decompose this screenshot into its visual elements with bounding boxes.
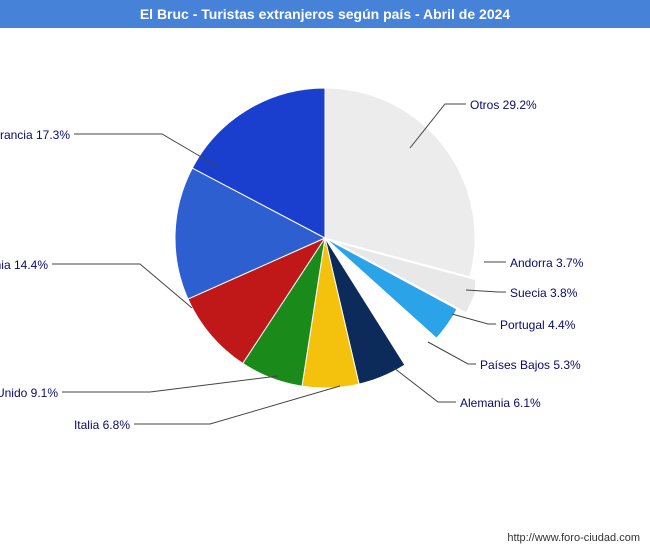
slice-label: Países Bajos 5.3% xyxy=(480,358,581,372)
chart-area: Otros 29.2% Andorra 3.7% Suecia 3.8% Portug… xyxy=(0,28,650,523)
slice-label: Italia 6.8% xyxy=(74,418,130,432)
slice-label: Francia 17.3% xyxy=(0,128,70,142)
leader-line xyxy=(134,386,340,424)
pie-svg xyxy=(175,88,475,388)
slice-label: Suecia 3.8% xyxy=(510,286,577,300)
slice-label: Andorra 3.7% xyxy=(510,256,583,270)
footer-link: http://www.foro-ciudad.com xyxy=(507,532,640,544)
slice-label: Otros 29.2% xyxy=(470,98,537,112)
slice-label: Portugal 4.4% xyxy=(500,318,575,332)
leader-line xyxy=(52,264,192,308)
slice-label: Polonia 14.4% xyxy=(0,258,48,272)
title-bar: El Bruc - Turistas extranjeros según paí… xyxy=(0,0,650,28)
slice-label: Reino Unido 9.1% xyxy=(0,386,58,400)
slice-label: Alemania 6.1% xyxy=(460,396,541,410)
pie-chart xyxy=(175,88,475,388)
page-title: El Bruc - Turistas extranjeros según paí… xyxy=(140,6,510,22)
